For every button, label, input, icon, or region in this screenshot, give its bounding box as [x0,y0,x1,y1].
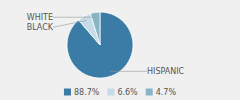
leader-line [53,20,86,27]
category-label: BLACK [27,23,54,32]
legend-swatch [146,89,153,96]
chart: WHITEBLACK HISPANIC 88.7% 6.6% 4.7% [0,0,240,100]
legend-item: 88.7% [64,88,100,97]
category-label: WHITE [27,13,53,22]
legend-label: 88.7% [74,88,100,97]
leader-line [53,17,96,18]
background [0,0,240,100]
category-label: HISPANIC [147,67,185,76]
annotations: WHITEBLACK HISPANIC [27,13,185,76]
legend-label: 4.7% [156,88,177,97]
slices [67,12,133,78]
legend-swatch [64,89,71,96]
slice [90,12,100,45]
legend-item: 4.7% [146,88,177,97]
legend: 88.7% 6.6% 4.7% [64,88,176,97]
legend-item: 6.6% [107,88,138,97]
legend-label: 6.6% [117,88,138,97]
slice [67,12,133,78]
legend-swatch [107,89,114,96]
leader-line [110,71,147,72]
